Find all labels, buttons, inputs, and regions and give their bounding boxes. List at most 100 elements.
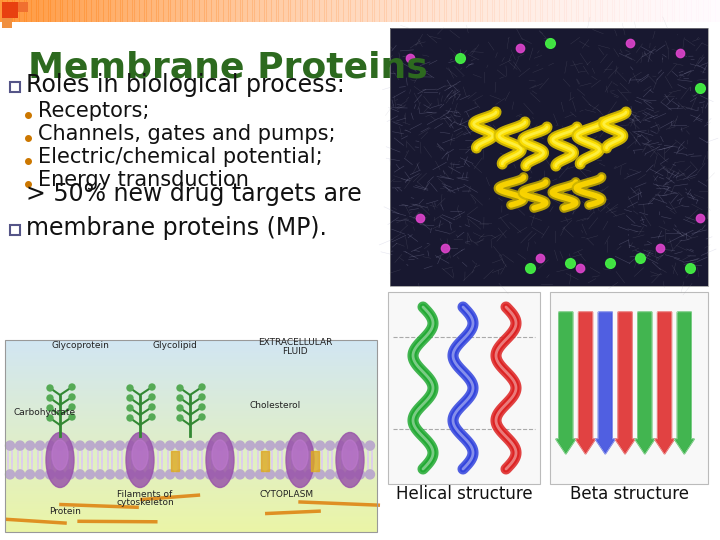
Bar	[5, 451, 377, 452]
Bar	[5, 340, 377, 341]
Bar	[444, 0, 447, 22]
Bar	[5, 400, 377, 401]
Bar	[5, 381, 377, 382]
Text: Membrane Proteins: Membrane Proteins	[28, 50, 428, 84]
Bar	[5, 474, 377, 475]
Circle shape	[276, 470, 284, 479]
Circle shape	[96, 441, 104, 450]
Bar	[5, 468, 377, 469]
Bar	[614, 0, 617, 22]
Bar	[302, 0, 305, 22]
Bar	[5, 433, 377, 434]
Bar	[662, 0, 665, 22]
Bar	[5, 478, 377, 479]
Circle shape	[125, 441, 135, 450]
Text: Electric/chemical potential;: Electric/chemical potential;	[38, 147, 323, 167]
Bar	[5, 380, 377, 381]
Bar	[590, 0, 593, 22]
Bar	[665, 0, 667, 22]
Bar	[5, 434, 377, 435]
Bar	[398, 0, 401, 22]
Bar	[5, 527, 377, 528]
Bar	[5, 405, 377, 406]
Bar	[5, 513, 377, 514]
Bar	[531, 0, 534, 22]
Bar	[5, 491, 377, 492]
Text: EXTRACELLULAR: EXTRACELLULAR	[258, 338, 332, 347]
Circle shape	[166, 470, 174, 479]
Bar	[211, 0, 214, 22]
Bar	[346, 0, 348, 22]
Bar	[617, 0, 620, 22]
Circle shape	[47, 405, 53, 411]
Bar	[235, 0, 238, 22]
Circle shape	[6, 470, 14, 479]
Bar	[413, 0, 415, 22]
Bar	[5, 421, 377, 422]
Text: FLUID: FLUID	[282, 347, 308, 356]
Bar	[5, 497, 377, 498]
Bar	[499, 0, 502, 22]
Bar	[5, 393, 377, 394]
Bar	[5, 386, 377, 387]
Bar	[631, 0, 634, 22]
Bar	[653, 0, 656, 22]
Bar	[276, 0, 279, 22]
Bar	[106, 0, 109, 22]
Bar	[5, 384, 377, 385]
Bar	[5, 383, 377, 384]
Circle shape	[305, 441, 315, 450]
Bar	[221, 0, 224, 22]
Bar	[204, 0, 207, 22]
Circle shape	[69, 394, 75, 400]
Bar	[245, 0, 248, 22]
Circle shape	[346, 441, 354, 450]
Bar	[146, 0, 149, 22]
Bar	[388, 292, 540, 484]
Bar	[487, 0, 490, 22]
Circle shape	[246, 441, 254, 450]
Bar	[5, 375, 377, 376]
Bar	[362, 0, 365, 22]
Bar	[5, 422, 377, 423]
Bar	[225, 0, 228, 22]
Circle shape	[225, 441, 235, 450]
Bar	[5, 430, 377, 431]
Bar	[5, 479, 377, 480]
Bar	[657, 0, 660, 22]
Circle shape	[35, 470, 45, 479]
Bar	[2, 2, 18, 18]
Bar	[5, 343, 377, 344]
Circle shape	[205, 470, 215, 479]
Text: Energy transduction: Energy transduction	[38, 170, 249, 190]
Bar	[5, 425, 377, 426]
Circle shape	[196, 470, 204, 479]
Bar	[5, 469, 377, 470]
Circle shape	[176, 470, 184, 479]
Bar	[5, 358, 377, 359]
Circle shape	[135, 441, 145, 450]
Bar	[470, 0, 473, 22]
Bar	[156, 0, 159, 22]
Bar	[307, 0, 310, 22]
Bar	[5, 379, 377, 380]
Bar	[24, 0, 27, 22]
Bar	[5, 516, 377, 517]
Bar	[5, 391, 377, 392]
Bar	[5, 448, 377, 449]
Bar	[382, 0, 384, 22]
Ellipse shape	[336, 433, 364, 488]
Bar	[5, 441, 377, 442]
Bar	[5, 423, 377, 424]
Bar	[619, 0, 622, 22]
Bar	[509, 0, 512, 22]
Bar	[5, 414, 377, 415]
Bar	[252, 0, 255, 22]
Bar	[5, 470, 377, 471]
Bar	[5, 346, 377, 347]
Bar	[367, 0, 370, 22]
Bar	[214, 0, 217, 22]
Bar	[5, 506, 377, 507]
Bar	[5, 500, 377, 501]
Bar	[5, 520, 377, 521]
